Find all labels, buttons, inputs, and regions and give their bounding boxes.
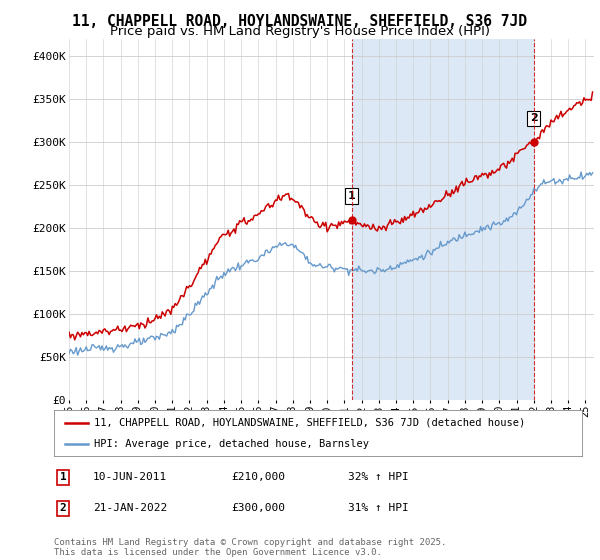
Text: HPI: Average price, detached house, Barnsley: HPI: Average price, detached house, Barn… <box>94 439 368 449</box>
Text: 2: 2 <box>59 503 67 514</box>
Text: 10-JUN-2011: 10-JUN-2011 <box>93 472 167 482</box>
Text: £300,000: £300,000 <box>231 503 285 514</box>
Text: 1: 1 <box>59 472 67 482</box>
Text: £210,000: £210,000 <box>231 472 285 482</box>
Text: 11, CHAPPELL ROAD, HOYLANDSWAINE, SHEFFIELD, S36 7JD: 11, CHAPPELL ROAD, HOYLANDSWAINE, SHEFFI… <box>73 14 527 29</box>
Text: 32% ↑ HPI: 32% ↑ HPI <box>348 472 409 482</box>
Text: 31% ↑ HPI: 31% ↑ HPI <box>348 503 409 514</box>
Bar <box>352 39 534 400</box>
Text: 1: 1 <box>348 191 355 201</box>
Text: 2: 2 <box>530 114 538 124</box>
Text: 11, CHAPPELL ROAD, HOYLANDSWAINE, SHEFFIELD, S36 7JD (detached house): 11, CHAPPELL ROAD, HOYLANDSWAINE, SHEFFI… <box>94 418 525 428</box>
Text: Price paid vs. HM Land Registry's House Price Index (HPI): Price paid vs. HM Land Registry's House … <box>110 25 490 38</box>
Text: 21-JAN-2022: 21-JAN-2022 <box>93 503 167 514</box>
Text: Contains HM Land Registry data © Crown copyright and database right 2025.
This d: Contains HM Land Registry data © Crown c… <box>54 538 446 557</box>
